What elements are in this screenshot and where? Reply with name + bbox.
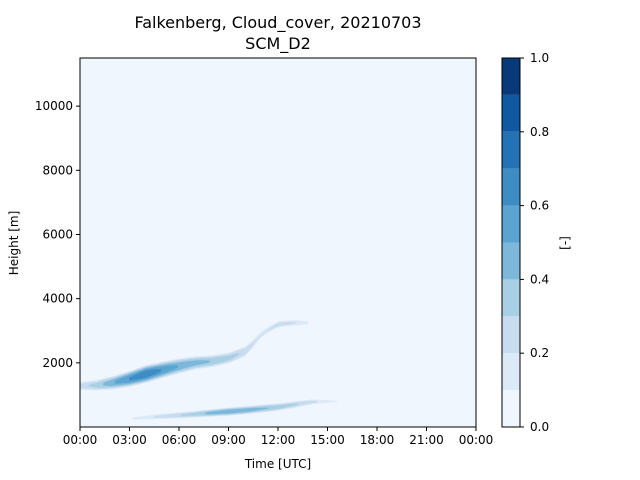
cloud-cover-band-0.6 (129, 369, 161, 381)
x-tick-label: 12:00 (261, 433, 296, 447)
colorbar-frame (501, 57, 521, 428)
colorbar: 0.0 0.2 0.4 0.6 0.8 1.0 (501, 51, 549, 434)
y-axis-label: Height [m] (7, 211, 21, 276)
x-tick-label: 00:00 (63, 433, 98, 447)
y-tick-label: 2000 (42, 356, 73, 370)
x-axis: 00:00 03:00 06:00 09:00 12:00 15:00 18:00 21:00… (63, 427, 494, 447)
y-tick-label: 10000 (35, 99, 73, 113)
chart-subtitle: SCM_D2 (245, 34, 311, 54)
colorbar-swatch (502, 94, 520, 132)
colorbar-tick-label: 0.0 (530, 420, 549, 434)
y-axis: 2000 4000 6000 8000 10000 (35, 99, 80, 370)
colorbar-swatch (502, 390, 520, 427)
colorbar-swatch (502, 205, 520, 243)
x-tick-label: 06:00 (162, 433, 197, 447)
x-tick-label: 00:00 (459, 433, 494, 447)
colorbar-swatch (502, 168, 520, 206)
x-axis-label: Time [UTC] (244, 457, 311, 471)
cloud-cover-band-0.4 (204, 407, 269, 415)
x-tick-label: 15:00 (310, 433, 345, 447)
x-tick-label: 21:00 (409, 433, 444, 447)
colorbar-tick-label: 1.0 (530, 51, 549, 65)
chart-title: Falkenberg, Cloud_cover, 20210703 (134, 13, 421, 33)
x-tick-label: 18:00 (360, 433, 395, 447)
colorbar-swatch (502, 242, 520, 280)
colorbar-tick-label: 0.8 (530, 125, 549, 139)
y-tick-label: 8000 (42, 163, 73, 177)
y-tick-label: 4000 (42, 292, 73, 306)
colorbar-tick-label: 0.4 (530, 272, 549, 286)
x-tick-label: 03:00 (112, 433, 147, 447)
colorbar-swatch (502, 316, 520, 354)
colorbar-tick-label: 0.2 (530, 346, 549, 360)
cloud-layer-1 (80, 320, 309, 391)
colorbar-swatch (502, 131, 520, 169)
colorbar-label: [-] (558, 236, 572, 250)
y-tick-label: 6000 (42, 227, 73, 241)
colorbar-swatch (502, 279, 520, 317)
plot-area (79, 57, 477, 428)
colorbar-swatch (502, 58, 520, 95)
x-tick-label: 09:00 (211, 433, 246, 447)
colorbar-tick-label: 0.6 (530, 199, 549, 213)
cloud-layer-2 (132, 399, 339, 420)
colorbar-swatch (502, 353, 520, 391)
